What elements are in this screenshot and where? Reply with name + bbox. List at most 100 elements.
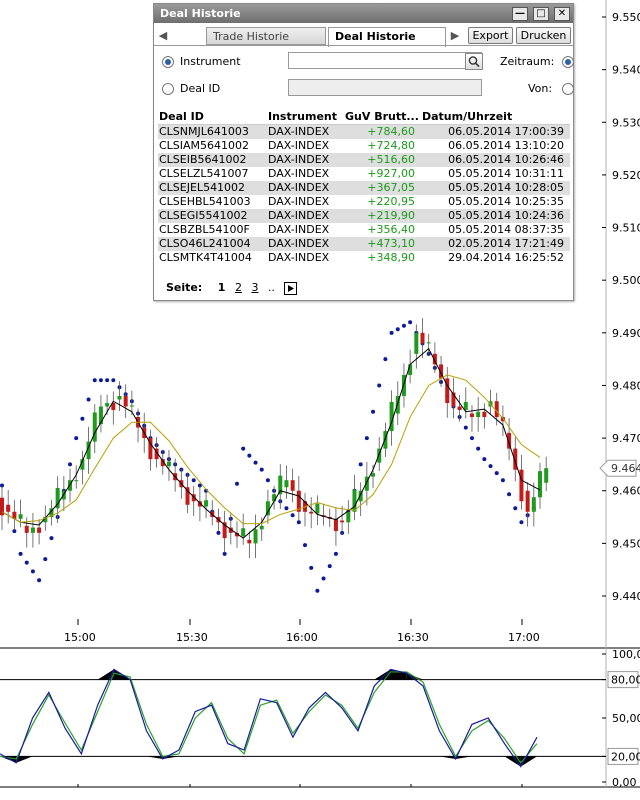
- price-axis-label: 9.480,00: [612, 379, 640, 392]
- candle-down: [309, 511, 314, 514]
- table-row[interactable]: CLSEIB5641002 DAX-INDEX +516,60 06.05.2014 …: [158, 153, 570, 167]
- candle-down: [185, 487, 190, 505]
- instrument-label: Instrument: [180, 55, 241, 68]
- von-label: Von:: [528, 82, 553, 95]
- search-button[interactable]: [465, 53, 483, 70]
- price-axis-label: 9.540,00: [612, 64, 640, 77]
- candle-up: [80, 459, 85, 470]
- sar-dot: [309, 565, 314, 570]
- cell-instrument: DAX-INDEX: [267, 124, 344, 139]
- zeitraum-label: Zeitraum:: [500, 55, 555, 68]
- sar-dot: [234, 481, 239, 486]
- cell-datetime: 05.05.2014 10:25:35: [448, 195, 564, 208]
- deal-history-window[interactable]: Deal Historie — □ ✕ ◀ Trade Historie Dea…: [153, 3, 574, 301]
- candle-up: [278, 475, 283, 495]
- tab-scroll-left-icon[interactable]: ◀: [158, 29, 168, 42]
- candle-down: [123, 395, 128, 407]
- table-row[interactable]: CLSEGI5541002 DAX-INDEX +219,90 05.05.2014 …: [158, 209, 570, 223]
- sar-dot: [513, 506, 518, 511]
- cell-pnl: +219,90: [344, 209, 421, 223]
- instrument-radio[interactable]: [162, 56, 174, 68]
- von-radio[interactable]: [562, 83, 574, 95]
- column-header-pnl[interactable]: GuV Brutt...: [344, 109, 421, 125]
- pagination: Seite: 1 2 3 ..: [166, 281, 298, 295]
- column-header-instrument[interactable]: Instrument: [267, 109, 344, 125]
- candle-down: [234, 532, 239, 537]
- osc-oversold-fill: [439, 756, 456, 759]
- candle-up: [86, 441, 91, 460]
- page-link-2[interactable]: 2: [234, 281, 242, 294]
- current-price-tag: [599, 459, 637, 477]
- table-row[interactable]: CLSNMJL641003 DAX-INDEX +784,60 06.05.2014 …: [158, 124, 570, 139]
- print-button[interactable]: Drucken: [516, 27, 571, 44]
- price-axis-label: 9.490,00: [612, 327, 640, 340]
- candle-down: [333, 518, 338, 532]
- sar-dot: [296, 520, 301, 525]
- page-link-3[interactable]: 3: [251, 281, 259, 294]
- table-row[interactable]: CLSEHBL541003 DAX-INDEX +220,95 05.05.2014 …: [158, 195, 570, 209]
- minimize-icon[interactable]: —: [512, 7, 528, 21]
- cell-pnl: +473,10: [344, 237, 421, 251]
- table-row[interactable]: CLSBZBL54100F DAX-INDEX +356,40 05.05.2014 …: [158, 223, 570, 237]
- cell-instrument: DAX-INDEX: [267, 209, 344, 223]
- tab-deal-history[interactable]: Deal Historie: [328, 27, 446, 47]
- maximize-icon[interactable]: □: [533, 7, 549, 21]
- candle-up: [408, 364, 413, 375]
- sar-dot: [197, 483, 202, 488]
- table-row[interactable]: CLSIAM5641002 DAX-INDEX +724,80 06.05.2014 …: [158, 139, 570, 153]
- osc-axis-label: 80,00: [611, 674, 640, 687]
- next-page-button[interactable]: [284, 281, 298, 295]
- sar-dot: [303, 543, 308, 548]
- osc-axis-label: 0,00: [612, 776, 637, 789]
- tab-scroll-right-icon[interactable]: ▶: [450, 29, 460, 42]
- deal-id-field[interactable]: [288, 79, 482, 96]
- sar-dot: [265, 478, 270, 483]
- sar-dot: [358, 462, 363, 467]
- table-row[interactable]: CLSELZL541007 DAX-INDEX +927,00 05.05.2014 …: [158, 167, 570, 181]
- candle-up: [55, 487, 60, 509]
- candle-down: [24, 525, 29, 533]
- candle-up: [18, 514, 23, 519]
- cell-deal-id: CLSEJEL541002: [158, 181, 267, 195]
- deal-id-radio[interactable]: [162, 83, 174, 95]
- export-button[interactable]: Export: [468, 27, 513, 44]
- column-header-deal-id[interactable]: Deal ID: [158, 109, 267, 125]
- cell-deal-id: CLSIAM5641002: [159, 139, 250, 152]
- cell-datetime: 06.05.2014 10:26:46: [421, 153, 570, 167]
- sar-dot: [30, 569, 35, 574]
- sar-dot: [37, 578, 42, 583]
- candle-up: [531, 497, 536, 512]
- sar-dot: [49, 536, 54, 541]
- sar-dot: [500, 478, 505, 483]
- instrument-field[interactable]: [288, 52, 482, 69]
- candle-down: [12, 511, 17, 519]
- candle-down: [197, 501, 202, 507]
- candle-up: [105, 403, 110, 407]
- table-row[interactable]: CLSO46L241004 DAX-INDEX +473,10 02.05.2014 …: [158, 237, 570, 251]
- table-row[interactable]: CLSEJEL541002 DAX-INDEX +367,05 05.05.2014 …: [158, 181, 570, 195]
- page-link-1[interactable]: 1: [217, 281, 226, 294]
- candle-up: [414, 332, 419, 354]
- cell-pnl: +367,05: [344, 181, 421, 195]
- sar-dot: [68, 462, 73, 467]
- tab-trade-history[interactable]: Trade Historie: [206, 27, 326, 45]
- close-icon[interactable]: ✕: [554, 7, 570, 21]
- ma-fast-line: [1, 347, 541, 539]
- sar-dot: [408, 320, 413, 325]
- candle-down: [191, 494, 196, 502]
- sar-dot: [74, 436, 79, 441]
- time-axis-label: 17:00: [508, 631, 540, 644]
- cell-datetime: 05.05.2014 10:28:05: [421, 181, 570, 195]
- candle-down: [513, 448, 518, 470]
- candle-up: [265, 501, 270, 516]
- column-header-datetime[interactable]: Datum/Uhrzeit: [421, 109, 570, 125]
- candle-up: [129, 405, 134, 407]
- zeitraum-radio[interactable]: [562, 56, 574, 68]
- sar-dot: [383, 357, 388, 362]
- candle-up: [538, 471, 542, 498]
- candle-down: [37, 527, 42, 533]
- table-row[interactable]: CLSMTK4T41004 DAX-INDEX +348,90 29.04.2014 …: [158, 251, 570, 265]
- price-axis-label: 9.500,00: [612, 274, 640, 287]
- cell-datetime: 29.04.2014 16:25:52: [448, 251, 564, 264]
